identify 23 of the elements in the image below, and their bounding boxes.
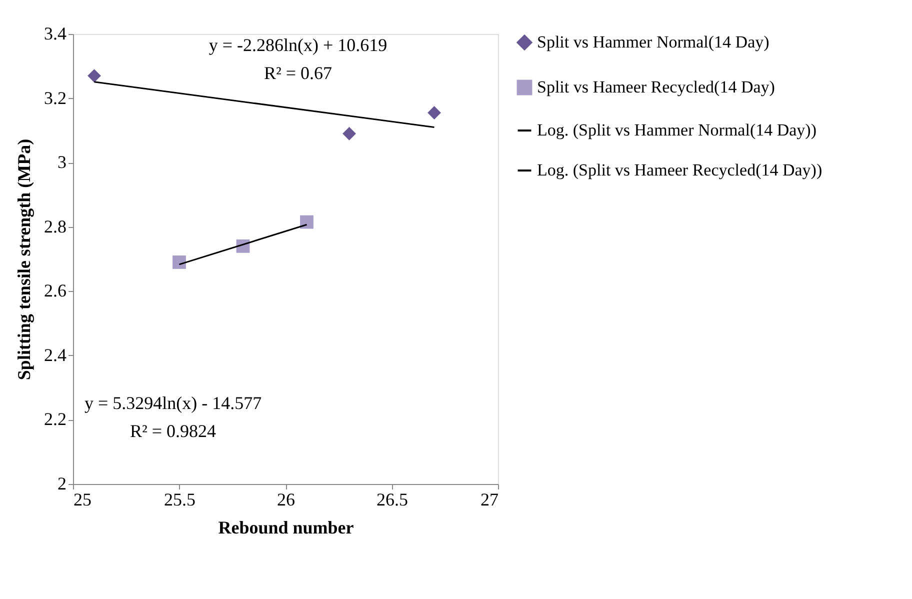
y-tick-label: 2.4 xyxy=(44,344,66,365)
y-tick-label: 3 xyxy=(58,152,66,172)
y-tick-label: 3.4 xyxy=(44,24,66,44)
y-tick-label: 3.2 xyxy=(44,88,66,108)
annotation: R² = 0.9824 xyxy=(130,421,216,441)
y-axis-title: Splitting tensile strength (MPa) xyxy=(14,138,34,380)
y-tick-label: 2 xyxy=(58,474,66,494)
legend-label: Split vs Hammer Normal(14 Day) xyxy=(537,32,770,52)
legend-label: Log. (Split vs Hameer Recycled(14 Day)) xyxy=(537,160,822,180)
x-tick-label: 25 xyxy=(74,490,92,510)
legend-label: Split vs Hameer Recycled(14 Day) xyxy=(537,78,775,96)
x-tick-label: 26 xyxy=(277,490,295,510)
annotation: y = 5.3294ln(x) - 14.577 xyxy=(84,393,262,413)
x-tick-label: 26.5 xyxy=(376,490,408,510)
y-tick-label: 2.8 xyxy=(44,216,66,236)
x-tick-label: 25.5 xyxy=(164,490,196,510)
annotation: R² = 0.67 xyxy=(264,63,332,83)
x-tick-label: 27 xyxy=(480,490,498,510)
annotation: y = -2.286ln(x) + 10.619 xyxy=(208,35,388,55)
y-tick-label: 2.6 xyxy=(44,280,66,301)
legend-label: Log. (Split vs Hammer Normal(14 Day)) xyxy=(537,120,816,140)
y-tick-label: 2.2 xyxy=(44,409,66,430)
x-axis-title: Rebound number xyxy=(218,518,354,538)
